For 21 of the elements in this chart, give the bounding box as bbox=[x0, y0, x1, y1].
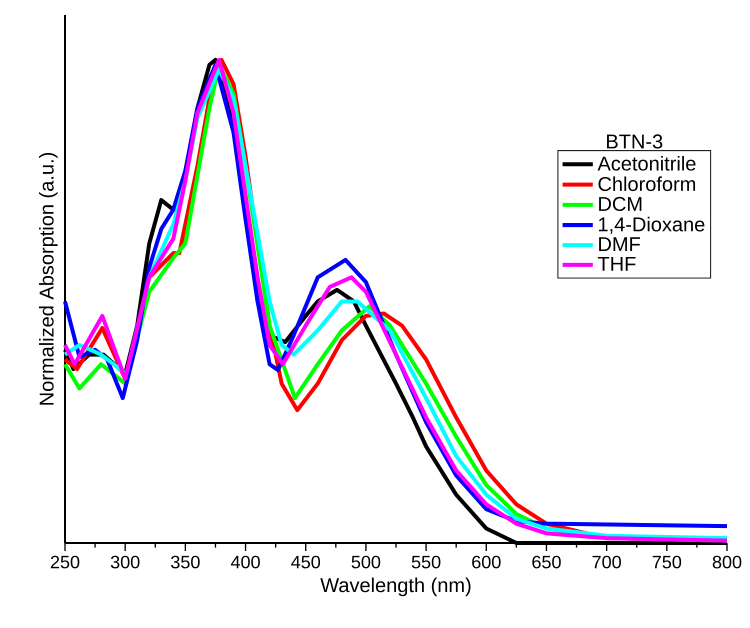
legend-label: Acetonitrile bbox=[598, 156, 696, 171]
x-tick-label: 750 bbox=[652, 556, 682, 568]
x-tick-label: 400 bbox=[230, 556, 260, 568]
legend-label: DCM bbox=[599, 196, 642, 212]
x-tick-label: 650 bbox=[532, 556, 561, 568]
y-axis-title: Normalized Absorption (a.u.) bbox=[38, 153, 58, 405]
x-tick-label: 250 bbox=[50, 556, 80, 568]
x-tick-label: 550 bbox=[412, 556, 440, 568]
legend-label: THF bbox=[598, 257, 636, 271]
legend-label: Chloroform bbox=[598, 176, 696, 192]
x-tick-label: 500 bbox=[352, 556, 380, 568]
x-tick-label: 450 bbox=[291, 556, 320, 568]
legend-title: BTN-3 bbox=[607, 134, 662, 149]
legend-label: DMF bbox=[599, 237, 640, 252]
x-tick-label: 800 bbox=[712, 556, 742, 568]
x-tick-label: 700 bbox=[592, 556, 621, 568]
x-tick-label: 350 bbox=[171, 556, 200, 568]
x-axis-title: Wavelength (nm) bbox=[320, 578, 470, 596]
legend-label: 1,4-Dioxane bbox=[598, 216, 704, 234]
x-tick-label: 600 bbox=[472, 556, 501, 568]
x-tick-label: 300 bbox=[110, 556, 140, 568]
